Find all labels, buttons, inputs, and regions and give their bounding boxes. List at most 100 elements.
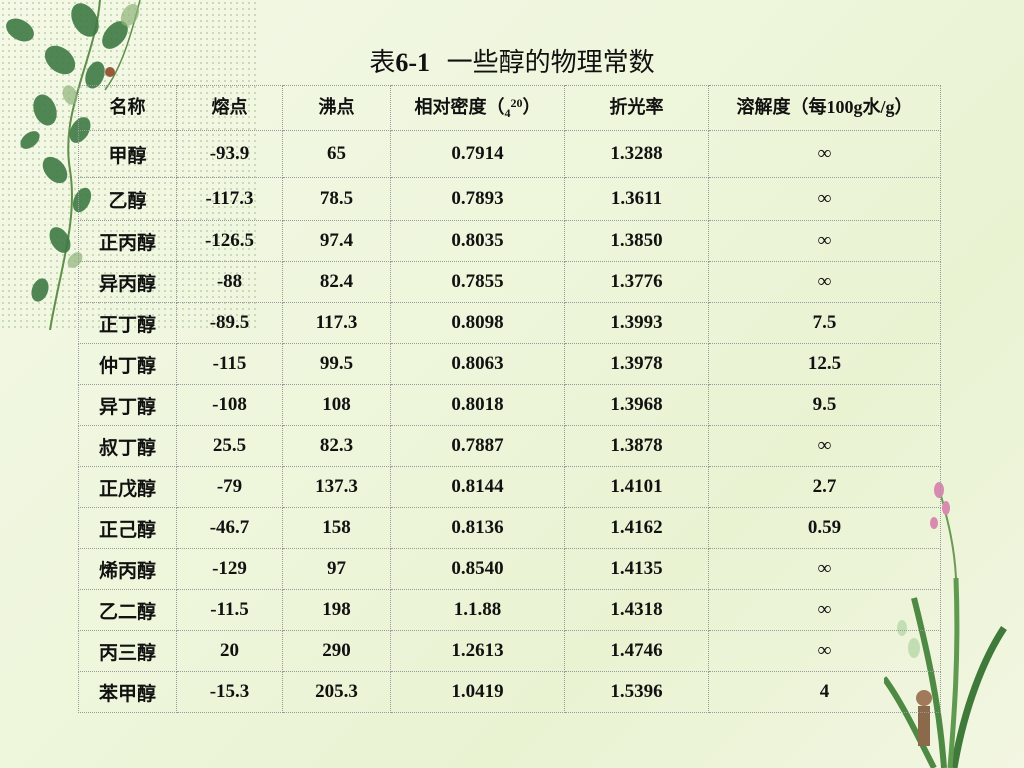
cell-name: 正丙醇 — [78, 220, 177, 262]
cell-melting-point: -79 — [176, 466, 283, 508]
cell-boiling-point: 117.3 — [282, 302, 391, 344]
cell-solubility: 4 — [708, 671, 941, 713]
cell-relative-density: 0.8136 — [390, 507, 565, 549]
title-text: 一些醇的物理常数 — [446, 48, 655, 78]
cell-melting-point: 20 — [176, 630, 283, 672]
cell-boiling-point: 97 — [282, 548, 391, 590]
cell-refractive-index: 1.3776 — [564, 261, 709, 303]
cell-relative-density: 1.0419 — [390, 671, 565, 713]
cell-name: 乙醇 — [78, 177, 177, 221]
cell-solubility: 12.5 — [708, 343, 941, 385]
table-row: 仲丁醇 -115 99.5 0.8063 1.3978 12.5 — [78, 343, 941, 385]
cell-boiling-point: 82.4 — [282, 261, 391, 303]
cell-relative-density: 0.8035 — [390, 220, 565, 262]
cell-name: 甲醇 — [78, 130, 177, 178]
cell-relative-density: 0.7887 — [390, 425, 565, 467]
cell-name: 乙二醇 — [78, 589, 177, 631]
cell-melting-point: -93.9 — [176, 130, 283, 178]
cell-relative-density: 0.7914 — [390, 130, 565, 178]
cell-name: 正丁醇 — [78, 302, 177, 344]
cell-name: 异丙醇 — [78, 261, 177, 303]
cell-name: 正己醇 — [78, 507, 177, 549]
density-superscript: 20 — [510, 96, 523, 111]
table-row: 丙三醇 20 290 1.2613 1.4746 ∞ — [78, 630, 941, 672]
cell-melting-point: -129 — [176, 548, 283, 590]
header-melting-point: 熔点 — [176, 85, 283, 131]
cell-solubility: ∞ — [708, 630, 941, 672]
cell-melting-point: -115 — [176, 343, 283, 385]
density-label: 相对密度（ — [414, 97, 505, 119]
solubility-close: ） — [894, 97, 913, 119]
cell-refractive-index: 1.3611 — [564, 177, 709, 221]
alcohol-constants-table: 名称 熔点 沸点 相对密度（420） 折光率 溶解度（每100g水/g） 甲醇 -… — [78, 85, 941, 713]
page-title: 表6-1 一些醇的物理常数 — [0, 42, 1024, 79]
table-row: 乙二醇 -11.5 198 1.1.88 1.4318 ∞ — [78, 589, 941, 631]
cell-boiling-point: 97.4 — [282, 220, 391, 262]
table-row: 正丙醇 -126.5 97.4 0.8035 1.3850 ∞ — [78, 220, 941, 262]
cell-name: 仲丁醇 — [78, 343, 177, 385]
table-row: 叔丁醇 25.5 82.3 0.7887 1.3878 ∞ — [78, 425, 941, 467]
cell-melting-point: -108 — [176, 384, 283, 426]
cell-refractive-index: 1.4162 — [564, 507, 709, 549]
table-header-row: 名称 熔点 沸点 相对密度（420） 折光率 溶解度（每100g水/g） — [78, 85, 941, 131]
cell-relative-density: 0.8144 — [390, 466, 565, 508]
header-relative-density: 相对密度（420） — [390, 85, 565, 131]
solubility-water: 水 — [862, 97, 881, 119]
cell-melting-point: 25.5 — [176, 425, 283, 467]
cell-boiling-point: 65 — [282, 130, 391, 178]
header-boiling-point: 沸点 — [282, 85, 391, 131]
cell-melting-point: -46.7 — [176, 507, 283, 549]
cell-boiling-point: 137.3 — [282, 466, 391, 508]
cell-melting-point: -89.5 — [176, 302, 283, 344]
table-row: 正己醇 -46.7 158 0.8136 1.4162 0.59 — [78, 507, 941, 549]
cell-melting-point: -15.3 — [176, 671, 283, 713]
title-number: 6-1 — [395, 48, 431, 77]
cell-relative-density: 1.1.88 — [390, 589, 565, 631]
cell-relative-density: 0.7893 — [390, 177, 565, 221]
cell-boiling-point: 108 — [282, 384, 391, 426]
cell-solubility: ∞ — [708, 177, 941, 221]
table-row: 烯丙醇 -129 97 0.8540 1.4135 ∞ — [78, 548, 941, 590]
cell-solubility: ∞ — [708, 130, 941, 178]
cell-refractive-index: 1.4318 — [564, 589, 709, 631]
cell-solubility: ∞ — [708, 220, 941, 262]
cell-melting-point: -11.5 — [176, 589, 283, 631]
cell-melting-point: -117.3 — [176, 177, 283, 221]
cell-relative-density: 0.7855 — [390, 261, 565, 303]
cell-relative-density: 0.8063 — [390, 343, 565, 385]
solubility-label: 溶解度（每 — [736, 97, 827, 119]
cell-solubility: ∞ — [708, 589, 941, 631]
table-row: 乙醇 -117.3 78.5 0.7893 1.3611 ∞ — [78, 177, 941, 221]
cell-boiling-point: 78.5 — [282, 177, 391, 221]
cell-refractive-index: 1.4746 — [564, 630, 709, 672]
table-row: 异丁醇 -108 108 0.8018 1.3968 9.5 — [78, 384, 941, 426]
header-refractive-index: 折光率 — [564, 85, 709, 131]
cell-relative-density: 0.8018 — [390, 384, 565, 426]
table-row: 甲醇 -93.9 65 0.7914 1.3288 ∞ — [78, 130, 941, 178]
cell-relative-density: 0.8098 — [390, 302, 565, 344]
cell-boiling-point: 205.3 — [282, 671, 391, 713]
cell-name: 丙三醇 — [78, 630, 177, 672]
cell-refractive-index: 1.3978 — [564, 343, 709, 385]
cell-relative-density: 1.2613 — [390, 630, 565, 672]
cell-melting-point: -126.5 — [176, 220, 283, 262]
cell-name: 叔丁醇 — [78, 425, 177, 467]
cell-solubility: 7.5 — [708, 302, 941, 344]
cell-refractive-index: 1.4135 — [564, 548, 709, 590]
cell-boiling-point: 158 — [282, 507, 391, 549]
cell-refractive-index: 1.3968 — [564, 384, 709, 426]
density-subscript: 4 — [504, 106, 511, 121]
cell-refractive-index: 1.3288 — [564, 130, 709, 178]
cell-relative-density: 0.8540 — [390, 548, 565, 590]
cell-name: 异丁醇 — [78, 384, 177, 426]
cell-melting-point: -88 — [176, 261, 283, 303]
header-solubility: 溶解度（每100g水/g） — [708, 85, 941, 131]
cell-name: 正戊醇 — [78, 466, 177, 508]
cell-boiling-point: 99.5 — [282, 343, 391, 385]
cell-solubility: 2.7 — [708, 466, 941, 508]
cell-boiling-point: 290 — [282, 630, 391, 672]
cell-name: 苯甲醇 — [78, 671, 177, 713]
cell-solubility: ∞ — [708, 548, 941, 590]
title-prefix: 表 — [369, 48, 396, 78]
cell-name: 烯丙醇 — [78, 548, 177, 590]
